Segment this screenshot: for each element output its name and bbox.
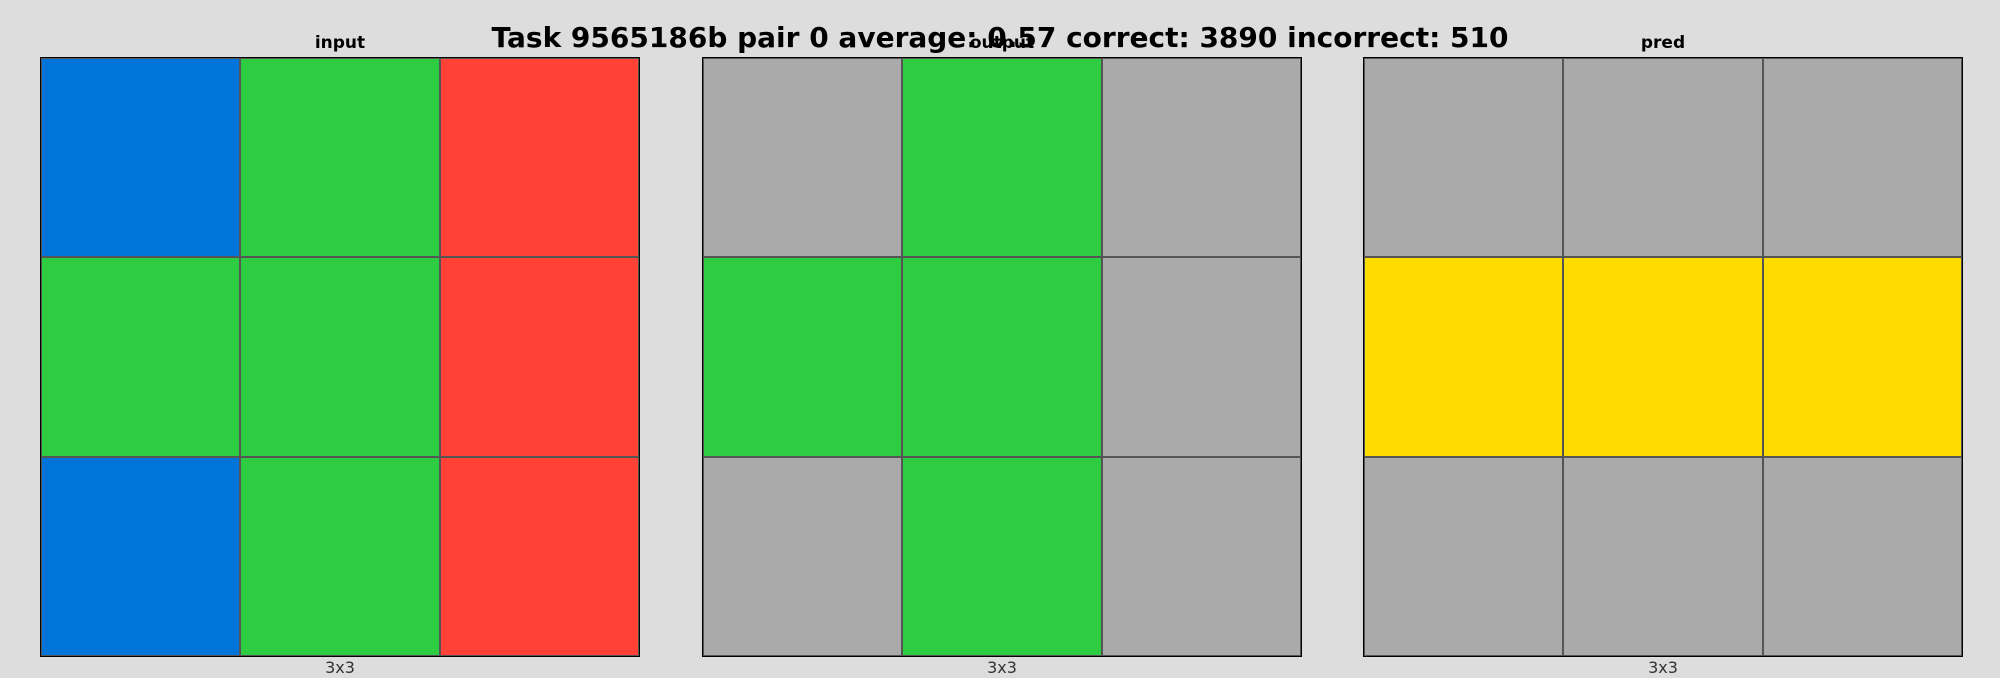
grid-cell — [1364, 58, 1564, 258]
grid-cell — [41, 456, 241, 656]
panel-title-input: input — [314, 33, 366, 53]
panel-caption-output: 3x3 — [987, 658, 1017, 677]
grid-input — [40, 57, 640, 657]
grid-cell — [439, 257, 639, 457]
panel-title-output: output — [969, 33, 1035, 53]
grid-cell — [1762, 58, 1962, 258]
grid-cell — [41, 257, 241, 457]
grid-cell — [902, 456, 1102, 656]
grid-cell — [240, 257, 440, 457]
grid-cell — [1101, 58, 1301, 258]
panel-title-pred: pred — [1640, 33, 1686, 53]
grid-cell — [1563, 58, 1763, 258]
grid-cell — [1563, 456, 1763, 656]
grid-output — [702, 57, 1302, 657]
grid-cell — [439, 58, 639, 258]
grid-cell — [240, 58, 440, 258]
panel-pred: pred 3x3 — [1363, 0, 1963, 677]
grid-cell — [703, 257, 903, 457]
panel-input: input 3x3 — [40, 0, 640, 677]
grid-cell — [703, 58, 903, 258]
grid-cell — [1364, 456, 1564, 656]
grid-cell — [703, 456, 903, 656]
grid-cell — [240, 456, 440, 656]
grid-cell — [1101, 456, 1301, 656]
grid-cell — [902, 58, 1102, 258]
grid-pred — [1363, 57, 1963, 657]
panel-caption-pred: 3x3 — [1648, 658, 1678, 677]
grid-cell — [1364, 257, 1564, 457]
grid-cell — [1101, 257, 1301, 457]
panel-output: output 3x3 — [702, 0, 1302, 677]
panel-caption-input: 3x3 — [325, 658, 355, 677]
grid-cell — [1762, 257, 1962, 457]
grid-cell — [439, 456, 639, 656]
grid-cell — [1762, 456, 1962, 656]
grid-cell — [41, 58, 241, 258]
figure-title: Task 9565186b pair 0 average: 0.57 corre… — [491, 21, 1509, 54]
grid-cell — [902, 257, 1102, 457]
grid-cell — [1563, 257, 1763, 457]
